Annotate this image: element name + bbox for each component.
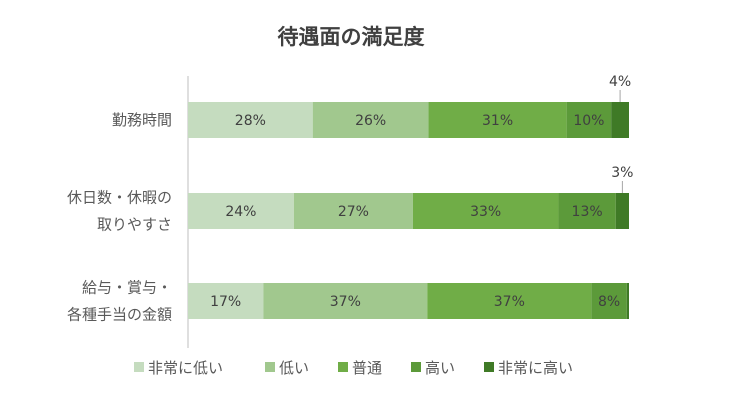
data-label: 4%	[609, 74, 631, 90]
category-label: 休日数・休暇の	[67, 189, 172, 207]
legend-label: 非常に高い	[498, 359, 573, 377]
data-label: 24%	[225, 204, 256, 220]
data-label: 26%	[355, 113, 386, 129]
bar-segment	[293, 193, 413, 229]
legend-label: 高い	[425, 359, 455, 377]
data-label: 10%	[573, 113, 604, 129]
legend-swatch	[134, 362, 144, 372]
bar-segment	[188, 102, 313, 138]
bar-segment	[626, 283, 629, 319]
category-label: 勤務時間	[112, 111, 172, 129]
data-label: 3%	[611, 165, 633, 181]
data-label: 28%	[235, 113, 266, 129]
bar-segment	[591, 283, 627, 319]
data-label: 17%	[210, 294, 241, 310]
data-label: 37%	[330, 294, 361, 310]
legend-swatch	[484, 362, 494, 372]
category-label: 各種手当の金額	[67, 306, 172, 324]
bar-segment	[611, 102, 629, 138]
data-label: 13%	[572, 204, 603, 220]
chart-title: 待遇面の満足度	[278, 25, 425, 49]
data-label: 31%	[482, 113, 513, 129]
bar-segment	[188, 193, 294, 229]
bar-segment	[412, 193, 559, 229]
bar-segment	[188, 283, 264, 319]
bar-segment	[427, 283, 592, 319]
bar-segment	[558, 193, 616, 229]
legend-swatch	[338, 362, 348, 372]
legend: 非常に低い 低い 普通 高い 非常に高い	[134, 359, 573, 377]
data-label: 37%	[494, 294, 525, 310]
legend-swatch	[411, 362, 421, 372]
data-label: 8%	[598, 294, 620, 310]
bar-segment	[312, 102, 429, 138]
bar-segment	[263, 283, 428, 319]
bar-segment	[615, 193, 629, 229]
legend-label: 普通	[352, 359, 382, 377]
category-label: 取りやすさ	[97, 216, 172, 234]
data-label: 27%	[338, 204, 369, 220]
legend-label: 低い	[279, 359, 309, 377]
legend-label: 非常に低い	[148, 359, 223, 377]
bars-layer: 28% 26% 31% 10% 4% 24% 27% 33% 13% 3% 17% 37% 37% 8%	[188, 74, 633, 319]
category-label: 給与・賞与・	[82, 279, 172, 297]
bar-segment	[428, 102, 567, 138]
legend-swatch	[265, 362, 275, 372]
data-label: 33%	[470, 204, 501, 220]
bar-segment	[566, 102, 612, 138]
